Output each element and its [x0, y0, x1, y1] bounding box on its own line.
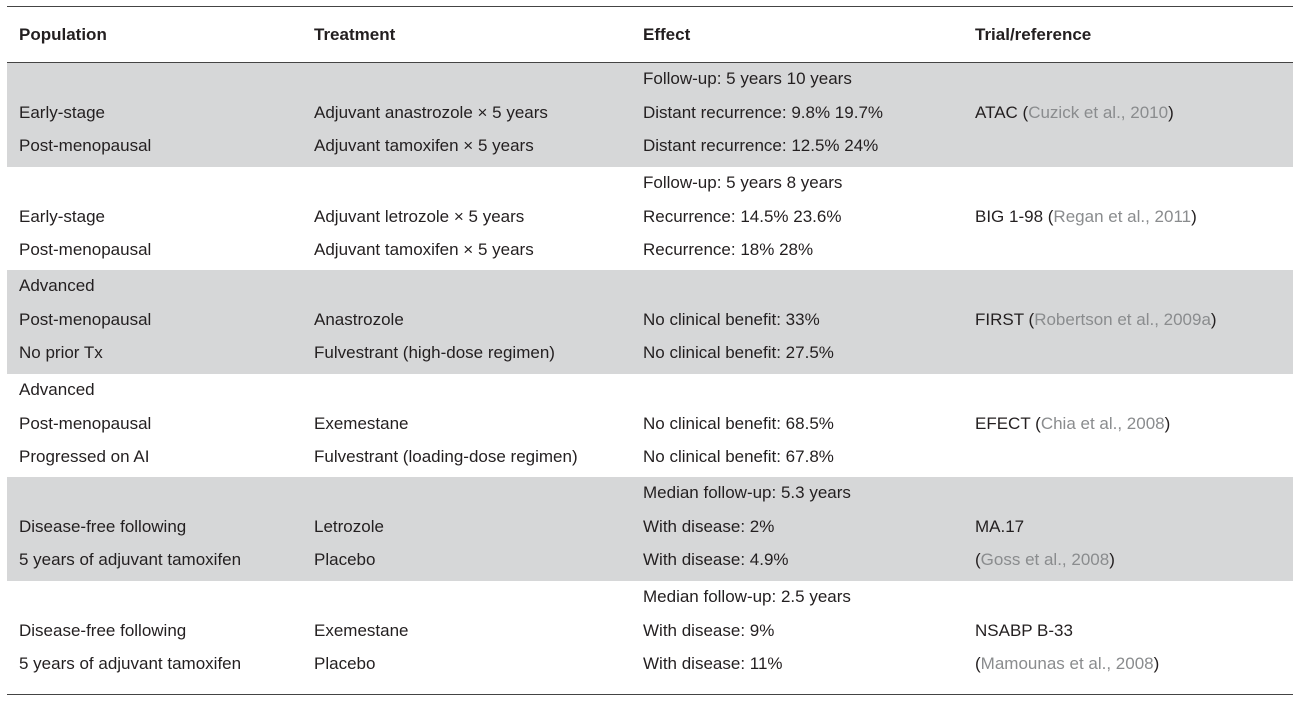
treatment-cell: Exemestane	[314, 413, 409, 433]
effect-cell: Distant recurrence: 12.5% 24%	[643, 136, 879, 155]
reference-link[interactable]: Cuzick et al., 2010	[1028, 103, 1169, 122]
effect-cell: Median follow-up: 2.5 years	[643, 586, 851, 606]
effect-cell: With disease: 4.9%	[643, 550, 789, 569]
population-cell: Disease-free following	[19, 620, 187, 640]
population-cell: Advanced	[19, 276, 95, 295]
table-row: Follow-up: 5 years 10 years Early-stage …	[7, 63, 1293, 167]
population-cell: Disease-free following	[19, 517, 187, 536]
population-cell: Advanced	[19, 379, 95, 399]
population-cell: Post-menopausal	[19, 239, 152, 259]
effect-cell: No clinical benefit: 33%	[643, 310, 820, 329]
treatment-cell: Placebo	[314, 653, 376, 673]
table-bottom-rule	[7, 694, 1293, 695]
effect-cell: No clinical benefit: 67.8%	[643, 446, 834, 466]
treatment-cell: Anastrozole	[314, 310, 404, 329]
effect-cell: With disease: 11%	[643, 653, 783, 673]
header-trial-reference: Trial/reference	[975, 25, 1092, 44]
effect-cell: Distant recurrence: 9.8% 19.7%	[643, 103, 884, 122]
population-cell: Post-menopausal	[19, 136, 152, 155]
effect-cell: Recurrence: 14.5% 23.6%	[643, 206, 842, 226]
reference-cell: (Goss et al., 2008)	[975, 550, 1115, 569]
effect-cell: Recurrence: 18% 28%	[643, 239, 814, 259]
population-cell: Early-stage	[19, 206, 105, 226]
trial-cell: FIRST (Robertson et al., 2009a)	[975, 310, 1217, 329]
population-cell: Progressed on AI	[19, 446, 150, 466]
reference-cell: (Mamounas et al., 2008)	[975, 653, 1160, 673]
treatment-cell: Exemestane	[314, 620, 409, 640]
trials-table: Population Treatment Effect Trial/refere…	[7, 6, 1293, 684]
effect-cell: No clinical benefit: 68.5%	[643, 413, 834, 433]
effect-cell: With disease: 2%	[643, 517, 775, 536]
treatment-cell: Adjuvant tamoxifen × 5 years	[314, 136, 534, 155]
population-cell: Post-menopausal	[19, 310, 152, 329]
treatment-cell: Fulvestrant (high-dose regimen)	[314, 343, 555, 362]
table-header: Population Treatment Effect Trial/refere…	[7, 7, 1293, 63]
treatment-cell: Adjuvant tamoxifen × 5 years	[314, 239, 534, 259]
treatment-cell: Letrozole	[314, 517, 384, 536]
effect-cell: Follow-up: 5 years 10 years	[643, 69, 852, 88]
population-cell: Early-stage	[19, 103, 105, 122]
header-population: Population	[19, 25, 107, 44]
table-row: Follow-up: 5 years 8 years Early-stage A…	[7, 167, 1293, 271]
population-cell: 5 years of adjuvant tamoxifen	[19, 550, 242, 569]
reference-link[interactable]: Robertson et al., 2009a	[1034, 310, 1211, 329]
population-cell: No prior Tx	[19, 343, 103, 362]
treatment-cell: Adjuvant anastrozole × 5 years	[314, 103, 548, 122]
effect-cell: With disease: 9%	[643, 620, 775, 640]
header-treatment: Treatment	[314, 25, 396, 44]
reference-link[interactable]: Mamounas et al., 2008	[980, 653, 1154, 673]
reference-link[interactable]: Chia et al., 2008	[1040, 413, 1165, 433]
population-cell: Post-menopausal	[19, 413, 152, 433]
trial-cell: EFECT (Chia et al., 2008)	[975, 413, 1171, 433]
treatment-cell: Fulvestrant (loading-dose regimen)	[314, 446, 578, 466]
trial-cell: BIG 1-98 (Regan et al., 2011)	[975, 206, 1197, 226]
treatment-cell: Placebo	[314, 550, 376, 569]
reference-link[interactable]: Regan et al., 2011	[1053, 206, 1192, 226]
table-top-rule	[7, 6, 1293, 7]
effect-cell: Median follow-up: 5.3 years	[643, 483, 851, 502]
header-effect: Effect	[643, 25, 691, 44]
trial-cell: NSABP B-33	[975, 620, 1073, 640]
reference-link[interactable]: Goss et al., 2008	[980, 550, 1110, 569]
table-row: Median follow-up: 2.5 years Disease-free…	[7, 581, 1293, 685]
table-row: Advanced Post-menopausal Exemestane No c…	[7, 374, 1293, 478]
table-row: Median follow-up: 5.3 years Disease-free…	[7, 477, 1293, 581]
effect-cell: No clinical benefit: 27.5%	[643, 343, 834, 362]
effect-cell: Follow-up: 5 years 8 years	[643, 172, 843, 192]
treatment-cell: Adjuvant letrozole × 5 years	[314, 206, 525, 226]
trial-cell: ATAC (Cuzick et al., 2010)	[975, 103, 1174, 122]
table-row: Advanced Post-menopausal Anastrozole No …	[7, 270, 1293, 374]
trial-cell: MA.17	[975, 517, 1025, 536]
population-cell: 5 years of adjuvant tamoxifen	[19, 653, 242, 673]
